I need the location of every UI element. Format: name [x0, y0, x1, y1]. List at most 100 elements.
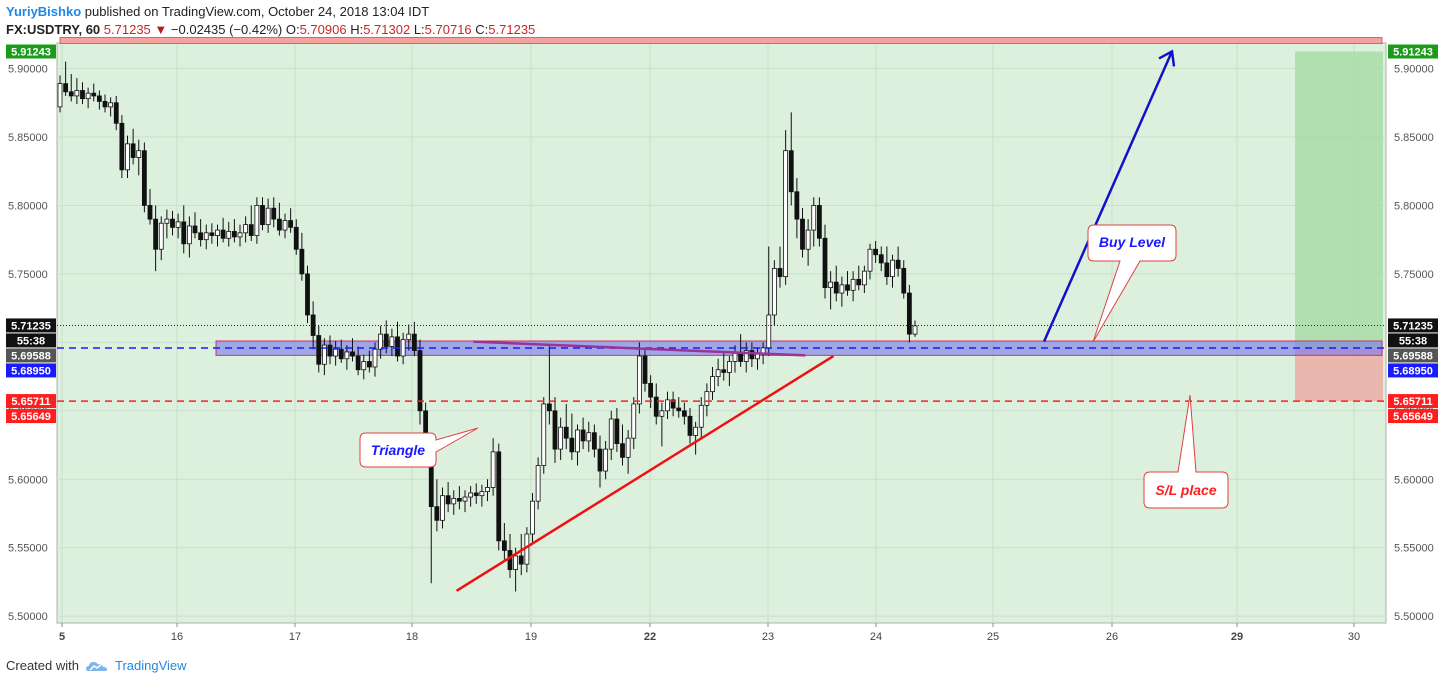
buy-level-label: Buy Level	[1099, 234, 1166, 250]
candle-body	[237, 232, 243, 238]
y-tick-label-right: 5.90000	[1394, 64, 1434, 76]
candle-body	[496, 451, 502, 542]
tradingview-brand[interactable]: TradingView	[114, 658, 187, 673]
candle-body	[558, 426, 564, 450]
x-tick-label: 18	[406, 631, 418, 643]
candle-body	[575, 429, 580, 453]
y-tick-label-left: 5.75000	[8, 269, 48, 281]
ascending-trendline[interactable]	[455, 354, 835, 592]
candle-body	[507, 550, 513, 571]
candle-body	[434, 506, 440, 521]
triangle-top-line[interactable]	[473, 340, 806, 357]
y-tick-label-right: 5.85000	[1394, 132, 1434, 144]
candle-body	[305, 273, 310, 316]
author-name[interactable]: YuriyBishko	[6, 4, 82, 19]
candle-body	[563, 426, 569, 439]
price-tag-bg	[1388, 409, 1438, 424]
candle-body	[350, 351, 355, 357]
candle-body	[327, 344, 333, 357]
x-tick-label: 24	[870, 631, 882, 643]
price-tag-label: 5.91243	[11, 47, 51, 59]
y-tick-label-left: 5.90000	[8, 64, 48, 76]
candle-body	[603, 448, 609, 472]
candle-body	[108, 102, 114, 108]
candle-body	[473, 492, 479, 497]
triangle-callout[interactable]: Triangle	[359, 427, 479, 468]
x-tick-label: 19	[525, 631, 537, 643]
candle-body	[85, 92, 91, 100]
candle-body	[884, 262, 890, 278]
candle-body	[170, 218, 175, 228]
left-price-tags: 5.91243 5.71235 55:38 5.69588 5.68950 5.65711…	[6, 44, 56, 424]
ohlc-line: FX:USDTRY, 60 5.71235 ▼ −0.02435 (−0.42%…	[6, 21, 535, 39]
chart-header: YuriyBishko published on TradingView.com…	[6, 3, 535, 39]
price-tag-bg	[1388, 394, 1438, 409]
candle-body	[608, 418, 614, 450]
candle-body	[850, 278, 856, 291]
candle-body	[878, 254, 884, 264]
candle-body	[74, 90, 80, 97]
projection-arrow[interactable]	[1042, 49, 1176, 343]
candle-body	[642, 355, 648, 384]
price-tag-bg	[1388, 363, 1438, 378]
candle-body	[704, 391, 710, 406]
candle-body	[372, 348, 378, 368]
candle-body	[288, 220, 294, 228]
candle-body	[378, 333, 384, 350]
candle-body	[355, 355, 361, 371]
last-price: 5.71235	[103, 22, 151, 37]
triangle-callout-box	[359, 427, 479, 468]
x-tick-label: 26	[1106, 631, 1118, 643]
candle-body	[462, 496, 468, 502]
sl-callout[interactable]: S/L place	[1143, 394, 1229, 509]
candle-body	[653, 396, 659, 417]
tradingview-cloud-icon	[85, 662, 107, 671]
plot-background	[56, 42, 1387, 624]
candle-body	[254, 205, 260, 236]
candle-body	[260, 205, 265, 226]
candle-body	[271, 207, 277, 220]
y-tick-label-right: 5.75000	[1394, 269, 1434, 281]
x-tick-label: 23	[762, 631, 774, 643]
candle-body	[670, 399, 676, 409]
candle-body	[721, 369, 727, 373]
candle-body	[890, 259, 895, 278]
candle-body	[400, 339, 406, 357]
candle-body	[456, 498, 462, 502]
target-resistance-band	[59, 37, 1383, 45]
price-tag-bg	[1388, 333, 1438, 348]
candle-body	[299, 248, 305, 275]
candle-body	[816, 205, 822, 239]
candle-body	[68, 91, 74, 97]
candle-body	[451, 498, 457, 505]
price-tag-bg	[6, 44, 56, 59]
sl-place-label: S/L place	[1155, 482, 1216, 498]
candle-body	[361, 361, 367, 371]
callouts: Buy Level Triangle S/L place	[359, 224, 1229, 509]
candle-body	[715, 369, 721, 377]
candle-body	[231, 231, 237, 238]
candle-body	[411, 333, 417, 351]
candle-body	[226, 231, 232, 239]
candle-body	[698, 404, 704, 428]
price-tag-bg	[6, 363, 56, 378]
price-tag-label: 55:38	[1399, 335, 1427, 347]
buy-level-callout[interactable]: Buy Level	[1087, 224, 1177, 343]
candle-body	[490, 451, 496, 488]
candle-body	[839, 284, 845, 294]
x-tick-label: 22	[644, 631, 656, 643]
y-tick-label-left: 5.85000	[8, 132, 48, 144]
candle-body	[479, 491, 485, 497]
candle-body	[153, 218, 159, 250]
candle-body	[366, 361, 372, 368]
high-label: H:	[350, 22, 364, 37]
candle-body	[856, 278, 862, 286]
time-axis[interactable]: 5 16 17 18 19 22 23 24 25 26 29 30	[59, 623, 1360, 643]
price-tag-bg	[6, 409, 56, 424]
candle-body	[141, 150, 147, 206]
arrow-shaft	[1042, 50, 1174, 343]
price-change: −0.02435 (−0.42%)	[170, 22, 283, 37]
candle-body	[710, 376, 715, 393]
candle-body	[209, 232, 215, 236]
